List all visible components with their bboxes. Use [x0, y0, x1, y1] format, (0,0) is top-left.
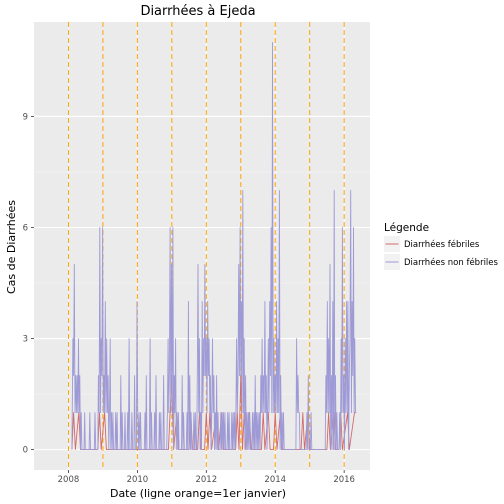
y-tick-label: 6 [23, 223, 28, 233]
x-axis-label: Date (ligne orange=1er janvier) [110, 487, 286, 500]
legend-label: Diarrhées non fébriles [404, 257, 499, 268]
chart-title: Diarrhées à Ejeda [140, 4, 255, 19]
y-tick-label: 0 [23, 446, 28, 456]
series-line-non-febrile [71, 41, 357, 451]
y-tick-label: 3 [23, 335, 28, 345]
x-tick-label: 2012 [195, 475, 217, 485]
series-lines [71, 41, 357, 451]
x-axis-ticks: 2008 2010 2012 2014 2016 [58, 470, 355, 485]
legend-title: Légende [384, 222, 429, 234]
x-tick-label: 2016 [333, 475, 355, 485]
x-tick-label: 2008 [58, 475, 80, 485]
legend: Légende Diarrhées fébriles Diarrhées non … [384, 222, 499, 270]
x-tick-label: 2014 [264, 475, 286, 485]
legend-label: Diarrhées fébriles [404, 239, 480, 250]
y-axis-label: Cas de Diarrhées [5, 200, 18, 294]
y-axis-ticks: 0 3 6 9 [23, 112, 34, 456]
x-tick-label: 2010 [127, 475, 149, 485]
y-tick-label: 9 [23, 112, 28, 122]
